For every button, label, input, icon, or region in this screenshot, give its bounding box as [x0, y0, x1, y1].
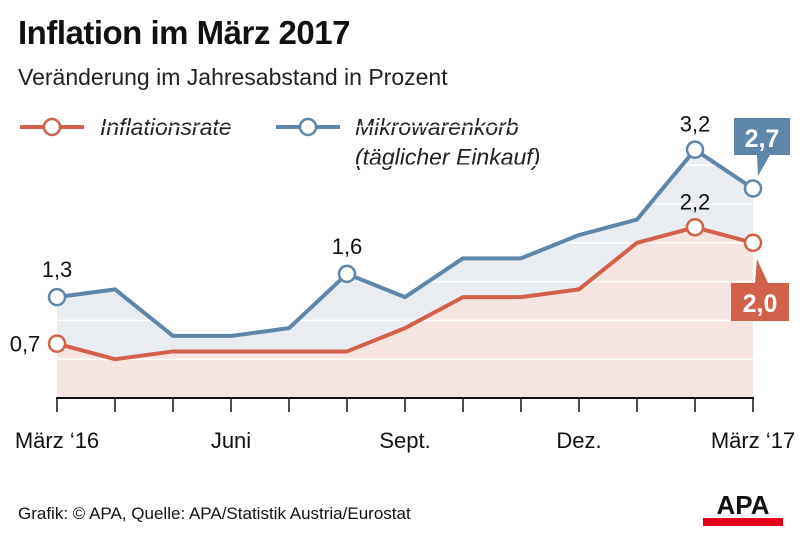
data-point-marker: [685, 140, 705, 159]
x-tick-label: Juni: [211, 428, 251, 453]
x-tick-label: Sept.: [379, 428, 430, 453]
data-label: 1,3: [42, 257, 73, 282]
inflation-area: [57, 227, 753, 398]
x-tick-label: März ‘17: [711, 428, 795, 453]
apa-logo: APA: [703, 490, 783, 526]
data-label: 0,7: [10, 332, 41, 357]
legend-marker-mikro: [298, 117, 318, 137]
apa-logo-bar: [703, 518, 783, 526]
value-callout-label: 2,7: [745, 125, 780, 153]
data-point-marker: [47, 287, 67, 307]
data-label: 3,2: [680, 112, 711, 137]
source-note: Grafik: © APA, Quelle: APA/Statistik Aus…: [18, 504, 411, 523]
data-point-marker: [47, 334, 67, 353]
chart-subtitle: Veränderung im Jahresabstand in Prozent: [18, 64, 448, 90]
value-callout-box: [734, 118, 790, 176]
legend-marker-inflation: [42, 117, 62, 137]
value-callout-box: [731, 259, 789, 321]
data-point-marker: [337, 264, 357, 284]
data-point-marker: [743, 179, 763, 198]
data-label: 2,2: [680, 189, 711, 214]
value-callout-label: 2,0: [743, 290, 778, 318]
chart-title: Inflation im März 2017: [18, 14, 350, 51]
x-tick-label: März ‘16: [15, 428, 99, 453]
x-tick-label: Dez.: [556, 428, 601, 453]
data-label: 1,6: [332, 234, 363, 259]
data-point-marker: [685, 218, 705, 237]
data-point-marker: [743, 233, 763, 253]
apa-logo-text: APA: [717, 490, 770, 520]
mikro-line: [56, 147, 755, 338]
inflation-line: [56, 225, 754, 362]
